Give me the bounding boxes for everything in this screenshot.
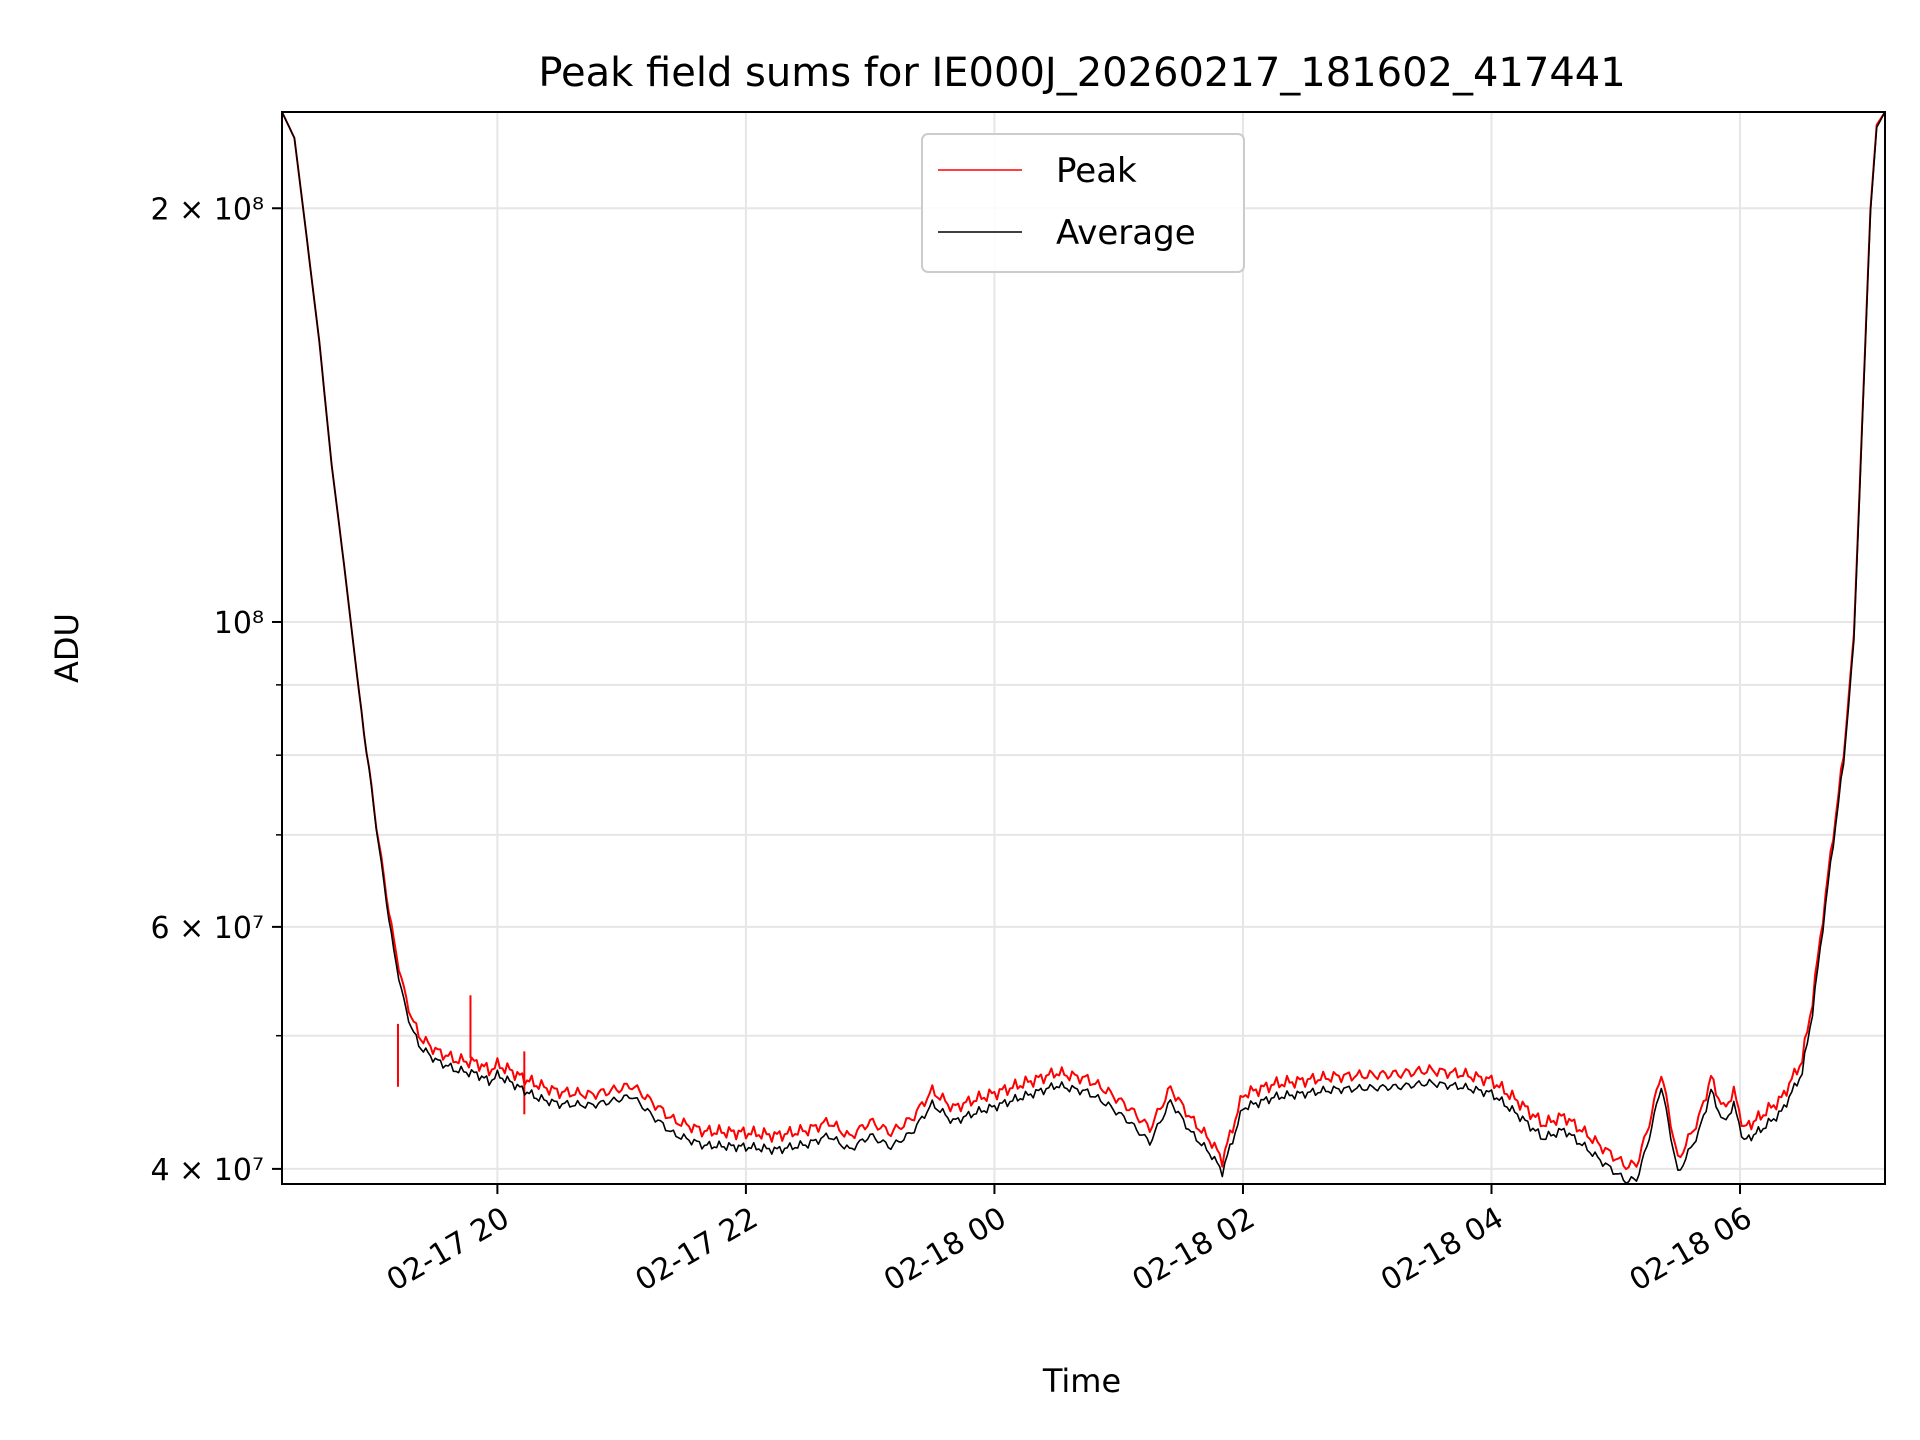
y-tick-label: 4 × 10⁷ [151,1153,265,1188]
plot-frame [281,111,1886,1185]
series-line-average [282,112,1885,1184]
series-line-peak [282,112,1885,1171]
y-tick-label: 2 × 10⁸ [151,192,265,227]
y-axis: 4 × 10⁷ 6 × 10⁷ 10⁸ 2 × 10⁸ [151,192,282,1188]
series-layer [282,112,1885,1184]
y-axis-label: ADU [48,613,86,683]
y-tick-label: 10⁸ [214,606,264,641]
legend: Peak Average [921,133,1245,273]
y-tick-label: 6 × 10⁷ [151,911,265,946]
legend-peak-label: Peak [1056,151,1137,191]
x-axis-label: Time [1042,1362,1121,1400]
chart-title: Peak field sums for IE000J_20260217_1816… [538,50,1625,96]
legend-box [921,133,1245,273]
legend-average-label: Average [1056,213,1196,253]
